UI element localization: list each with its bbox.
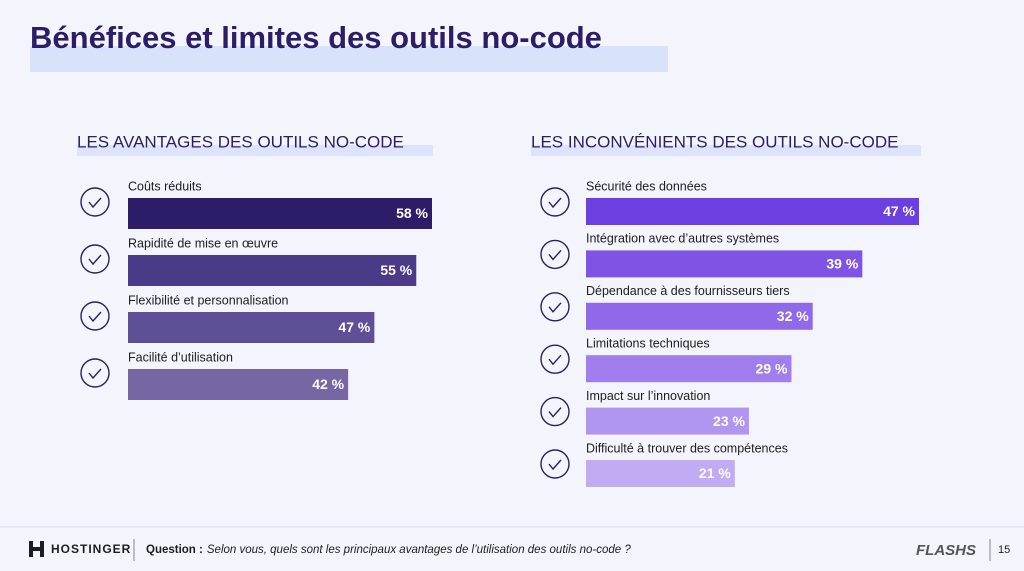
category-label: Facilité d’utilisation: [128, 350, 233, 364]
bar: [128, 255, 417, 286]
icon-shape: [88, 254, 102, 266]
icon-shape: [80, 187, 110, 217]
icon-shape: [540, 292, 570, 322]
bar: [128, 369, 349, 400]
value-label: 32 %: [777, 308, 809, 324]
category-label: Impact sur l’innovation: [586, 389, 710, 403]
value-label: 29 %: [756, 360, 788, 376]
logo: FLASHS: [916, 542, 976, 559]
icon: [80, 358, 110, 388]
heading-highlight: [531, 145, 921, 156]
icon: [80, 244, 110, 274]
icon-shape: [548, 249, 562, 261]
category-label: Intégration avec d’autres systèmes: [586, 232, 779, 246]
bar: [586, 460, 735, 487]
icon-shape: [540, 187, 570, 217]
icon-shape: [88, 197, 102, 209]
bar: [586, 302, 813, 330]
value-label: 47 %: [338, 319, 370, 335]
brand-icon: [29, 541, 44, 557]
icon: [540, 396, 570, 427]
category-label: Coûts réduits: [128, 179, 202, 193]
icon-shape: [88, 368, 102, 380]
bar: [586, 250, 863, 278]
category-label: Dépendance à des fournisseurs tiers: [586, 284, 790, 298]
question-text: Selon vous, quels sont les principaux av…: [207, 544, 631, 556]
icon-shape: [548, 407, 562, 418]
category-label: Sécurité des données: [586, 179, 707, 193]
icon: [540, 292, 570, 322]
icon-shape: [80, 244, 110, 274]
title-highlight: [30, 46, 668, 72]
question-label: Question :: [146, 544, 203, 556]
value-label: 58 %: [396, 205, 428, 221]
icon: [80, 301, 110, 331]
value-label: 42 %: [312, 376, 344, 392]
bar: [128, 312, 375, 343]
slide-title: Bénéfices et limites des outils no-code: [30, 20, 602, 55]
icon-shape: [540, 396, 570, 427]
value-label: 21 %: [699, 465, 731, 481]
value-label: 47 %: [883, 203, 915, 219]
question: Question : Selon vous, quels sont les pri…: [146, 544, 631, 556]
category-label: Difficulté à trouver des compétences: [586, 441, 788, 455]
icon-shape: [548, 302, 562, 313]
chart-heading: LES AVANTAGES DES OUTILS NO-CODE: [77, 132, 404, 151]
icon-shape: [540, 449, 570, 479]
value-label: 55 %: [380, 262, 412, 278]
heading-highlight: [77, 145, 433, 156]
brand: HOSTINGER: [51, 542, 131, 556]
icon-shape: [540, 344, 570, 374]
category-label: Flexibilité et personnalisation: [128, 293, 289, 307]
icon: [540, 449, 570, 479]
icon-shape: [548, 354, 562, 366]
icon-shape: [540, 239, 570, 270]
icon-shape: [80, 301, 110, 331]
bar: [128, 198, 432, 229]
bar: [586, 198, 919, 225]
icon: [540, 187, 570, 217]
chart-heading: LES INCONVÉNIENTS DES OUTILS NO-CODE: [531, 132, 898, 151]
icon-shape: [80, 358, 110, 388]
icon-shape: [548, 459, 562, 471]
bar: [586, 407, 749, 435]
icon-shape: [548, 197, 562, 209]
category-label: Limitations techniques: [586, 336, 710, 350]
bar: [586, 355, 792, 383]
icon-shape: [88, 311, 102, 323]
icon: [540, 344, 570, 374]
value-label: 39 %: [826, 256, 858, 272]
value-label: 23 %: [713, 413, 745, 429]
icon: [540, 239, 570, 270]
category-label: Rapidité de mise en œuvre: [128, 236, 278, 250]
icon: [80, 187, 110, 217]
page-number: 15: [998, 544, 1010, 556]
